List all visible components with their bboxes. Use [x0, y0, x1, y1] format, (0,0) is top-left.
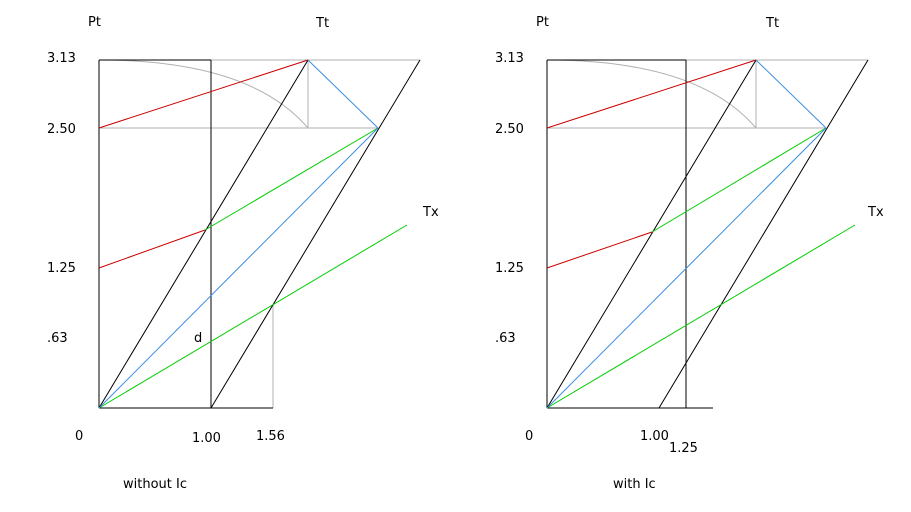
y-tick-label: 2.50: [47, 122, 76, 137]
y-tick-label: 2.50: [495, 122, 524, 137]
x-tick-label: 1.00: [640, 429, 669, 444]
panel-right: Pt Tt Tx 3.13 2.50 1.25 .63 0 1.00 1.25 …: [495, 15, 884, 492]
red-line: [98, 59, 309, 129]
arc: [546, 59, 757, 129]
x-tick-label: 1.25: [669, 441, 698, 456]
y-tick-label: 1.25: [47, 261, 76, 276]
green-line: [651, 127, 827, 233]
y-tick-label: 3.13: [495, 51, 524, 66]
panel-left: Pt Tt Tx 3.13 2.50 1.25 .63 0 1.00 1.56 …: [47, 15, 439, 492]
y-tick-label: 3.13: [47, 51, 76, 66]
blue-line: [307, 59, 379, 129]
arc: [98, 59, 309, 129]
y-tick-label: 1.25: [495, 261, 524, 276]
blue-line: [755, 59, 827, 129]
blue-line: [98, 127, 379, 409]
red-line: [546, 231, 653, 269]
black-line: [210, 59, 421, 409]
y-tick-label: .63: [47, 331, 68, 346]
caption: with Ic: [613, 477, 656, 492]
axis-label: Tx: [422, 205, 439, 220]
green-line: [546, 224, 856, 409]
x-tick-label: 0: [75, 429, 83, 444]
axis-label: Tt: [765, 16, 779, 31]
red-line: [98, 229, 206, 269]
green-line: [98, 224, 408, 409]
black-line: [546, 59, 757, 409]
axis-label: Tt: [315, 16, 329, 31]
x-tick-label: 1.00: [192, 431, 221, 446]
axis-label: Pt: [88, 15, 101, 30]
black-line: [98, 59, 309, 409]
y-tick-label: .63: [495, 331, 516, 346]
x-tick-label: 0: [525, 429, 533, 444]
axis-label: Pt: [536, 15, 549, 30]
black-line: [658, 59, 869, 409]
blue-line: [546, 127, 827, 409]
x-tick-label: 1.56: [256, 429, 285, 444]
axis-label: Tx: [867, 205, 884, 220]
green-line: [204, 127, 379, 231]
point-label: d: [194, 331, 202, 346]
caption: without Ic: [123, 477, 187, 492]
red-line: [546, 59, 757, 129]
